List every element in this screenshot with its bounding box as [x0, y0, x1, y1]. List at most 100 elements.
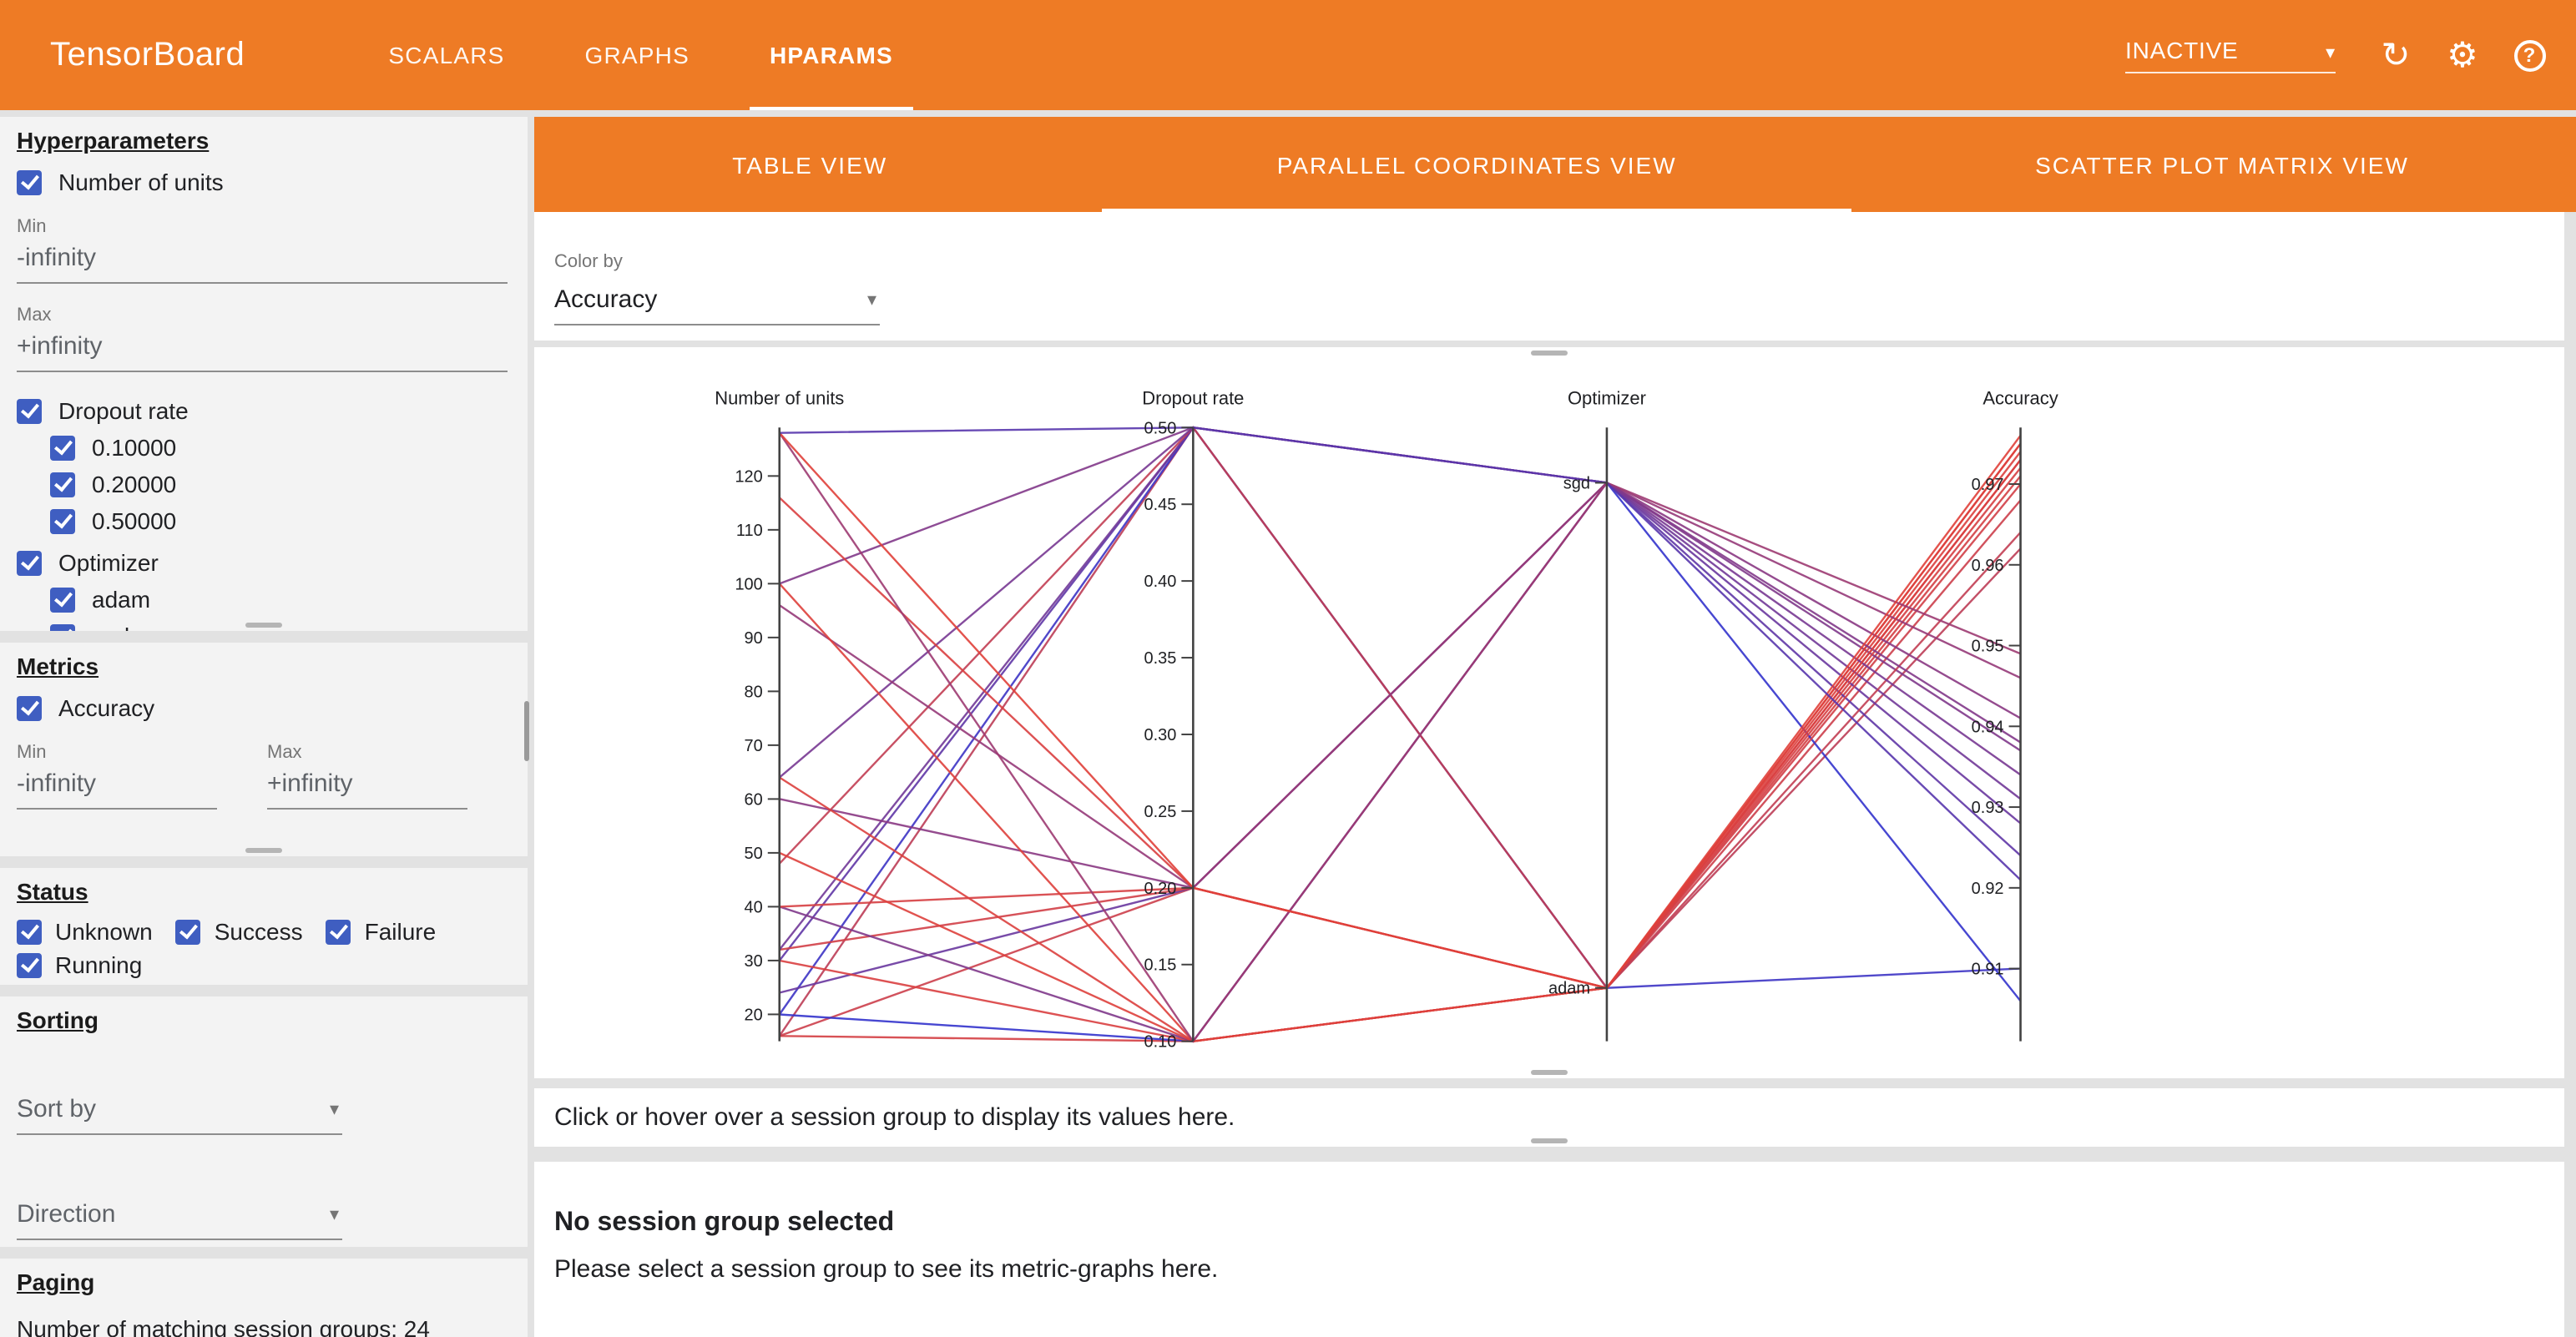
metrics-min-input[interactable]: -infinity — [17, 763, 217, 810]
sidebar: Hyperparameters Number of units Min -inf… — [0, 117, 528, 1337]
status-section: Status Unknown Success Failure Running — [0, 868, 528, 985]
no-session-selected-subtitle: Please select a session group to see its… — [554, 1255, 1219, 1284]
session-group-panel: No session group selected Please select … — [534, 1162, 2564, 1337]
tick-label: 110 — [736, 522, 763, 540]
chevron-down-icon: ▾ — [2326, 43, 2336, 63]
tick-label: 0.35 — [1144, 649, 1176, 668]
optimizer-checkbox[interactable] — [17, 550, 42, 575]
session-line[interactable] — [778, 426, 2022, 779]
parallel-coordinates-chart: Number of units 20 30 40 50 60 70 80 90 100 110 120… — [534, 347, 2564, 1078]
optimizer-option-row: adam — [50, 586, 508, 613]
gear-icon[interactable]: ⚙ — [2447, 36, 2478, 74]
tick-label: 60 — [745, 790, 763, 809]
tick-label: 70 — [745, 737, 763, 755]
session-line[interactable] — [778, 432, 2021, 1043]
section-resize-handle[interactable] — [245, 623, 282, 628]
tick-label: 0.30 — [1144, 726, 1176, 744]
color-by-panel: Color by Accuracy ▾ — [534, 212, 2564, 341]
dropout-050-checkbox[interactable] — [50, 508, 75, 533]
optimizer-option-row: sgd — [50, 623, 508, 631]
color-by-label: Color by — [554, 252, 623, 272]
metrics-max-input[interactable]: +infinity — [267, 763, 467, 810]
session-line[interactable] — [779, 467, 2022, 990]
session-line[interactable] — [779, 426, 2022, 744]
color-by-dropdown[interactable]: Accuracy ▾ — [554, 277, 880, 325]
status-row-1: Unknown Success Failure — [17, 918, 508, 945]
tab-graphs[interactable]: GRAPHS — [584, 42, 689, 68]
tick-label: 20 — [745, 1006, 763, 1024]
tick-label: sgd — [1563, 474, 1590, 492]
session-line[interactable] — [779, 442, 2022, 1042]
tick-label: 0.10 — [1144, 1033, 1176, 1052]
number-of-units-checkbox[interactable] — [17, 169, 42, 194]
direction-dropdown[interactable]: Direction ▾ — [17, 1192, 342, 1240]
tick-label: 0.95 — [1972, 638, 2004, 656]
panel-resize-handle[interactable] — [1531, 1070, 1568, 1075]
refresh-icon[interactable]: ↻ — [2381, 36, 2411, 74]
tick-label: 0.20 — [1144, 880, 1176, 898]
help-icon[interactable]: ? — [2496, 22, 2563, 88]
tick-label: 0.40 — [1144, 573, 1176, 591]
dropout-010-checkbox[interactable] — [50, 435, 75, 460]
view-tabs: TABLE VIEW PARALLEL COORDINATES VIEW SCA… — [534, 117, 2576, 212]
session-line[interactable] — [778, 431, 2022, 990]
tick-label: 100 — [735, 575, 762, 593]
tick-label: 0.92 — [1972, 880, 2004, 898]
optimizer-adam-checkbox[interactable] — [50, 587, 75, 612]
session-line[interactable] — [778, 426, 2022, 990]
dropout-020-checkbox[interactable] — [50, 472, 75, 497]
chevron-down-icon: ▾ — [329, 1100, 339, 1120]
main-content: TABLE VIEW PARALLEL COORDINATES VIEW SCA… — [534, 117, 2576, 1337]
units-max-label: Max — [17, 305, 52, 325]
tick-label: 0.25 — [1144, 803, 1176, 821]
tab-parallel-coordinates-view[interactable]: PARALLEL COORDINATES VIEW — [1085, 117, 1868, 212]
status-unknown-checkbox[interactable] — [17, 919, 42, 944]
tick-label: adam — [1548, 980, 1590, 998]
metrics-minmax-labels: Min Max — [17, 721, 508, 763]
session-line[interactable] — [779, 475, 2022, 1042]
tab-hparams[interactable]: HPARAMS — [730, 0, 933, 110]
panel-resize-handle[interactable] — [1531, 1138, 1568, 1143]
dropout-option-row: 0.50000 — [50, 507, 508, 534]
session-line[interactable] — [778, 459, 2022, 990]
tab-table-view[interactable]: TABLE VIEW — [732, 151, 888, 178]
tick-label: 0.97 — [1972, 476, 2004, 494]
tick-label: 0.15 — [1144, 956, 1176, 975]
metrics-heading: Metrics — [17, 653, 99, 679]
status-success-checkbox[interactable] — [175, 919, 201, 944]
units-min-input[interactable]: -infinity — [17, 237, 508, 284]
axis-title: Number of units — [715, 387, 844, 408]
session-line[interactable] — [778, 442, 2022, 1042]
top-toolbar: TensorBoard SCALARS GRAPHS HPARAMS INACT… — [0, 0, 2576, 110]
section-resize-handle[interactable] — [245, 848, 282, 853]
units-min-label: Min — [17, 217, 47, 237]
sidebar-resize-handle[interactable] — [524, 701, 529, 761]
reload-status-dropdown[interactable]: INACTIVE ▾ — [2125, 37, 2336, 73]
tick-label: 30 — [745, 952, 763, 971]
optimizer-sgd-checkbox[interactable] — [50, 623, 75, 631]
sort-by-dropdown[interactable]: Sort by ▾ — [17, 1087, 342, 1135]
hyperparameters-heading: Hyperparameters — [17, 127, 210, 154]
status-failure-checkbox[interactable] — [326, 919, 351, 944]
accuracy-checkbox[interactable] — [17, 695, 42, 720]
optimizer-row: Optimizer — [17, 549, 508, 576]
axis-title: Dropout rate — [1142, 387, 1244, 408]
tick-label: 90 — [745, 629, 763, 648]
units-max-input[interactable]: +infinity — [17, 325, 508, 372]
tab-scatter-plot-matrix-view[interactable]: SCATTER PLOT MATRIX VIEW — [2035, 151, 2409, 178]
status-running-checkbox[interactable] — [17, 952, 42, 977]
main-nav-tabs: SCALARS GRAPHS HPARAMS — [348, 0, 933, 110]
metrics-min-label: Min — [17, 743, 47, 763]
status-heading: Status — [17, 878, 88, 905]
hover-hint-text: Click or hover over a session group to d… — [554, 1103, 1235, 1132]
session-line[interactable] — [779, 481, 2022, 890]
tab-scalars[interactable]: SCALARS — [388, 42, 505, 68]
session-line[interactable] — [779, 426, 2022, 881]
dropout-rate-checkbox[interactable] — [17, 398, 42, 423]
parallel-coordinates-svg[interactable]: Number of units 20 30 40 50 60 70 80 90 100 110 120… — [534, 347, 2564, 1078]
panel-resize-handle[interactable] — [1531, 351, 1568, 356]
toolbar-actions: INACTIVE ▾ ↻ ⚙ ? — [2125, 22, 2563, 88]
dropout-rate-row: Dropout rate — [17, 397, 508, 424]
status-row-2: Running — [17, 951, 508, 978]
